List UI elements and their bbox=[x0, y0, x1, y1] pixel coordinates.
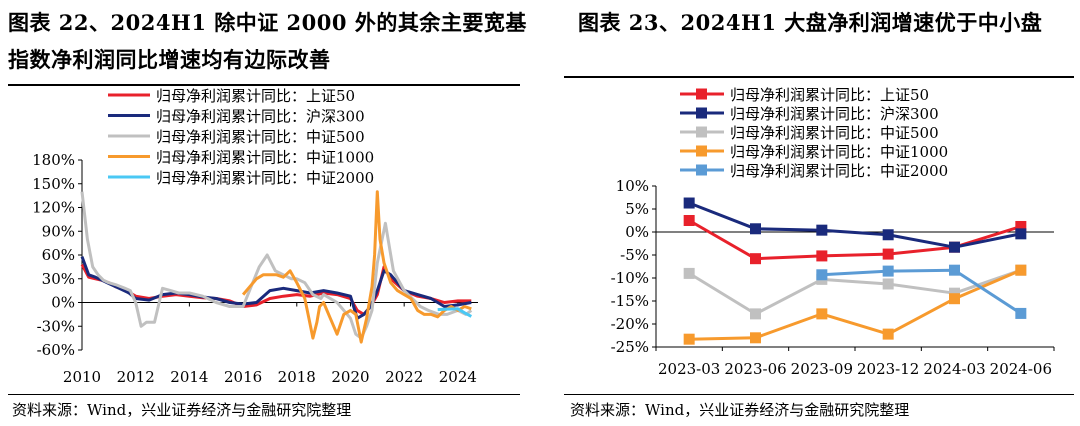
series-line-1 bbox=[80, 256, 472, 320]
source-rule bbox=[8, 394, 520, 395]
y-tick-label: 0% bbox=[625, 223, 649, 241]
x-tick-label: 2024 bbox=[439, 368, 477, 386]
series-line-4 bbox=[821, 268, 1022, 315]
source-rule bbox=[564, 394, 1074, 395]
x-tick-label: 2023-12 bbox=[857, 360, 919, 378]
x-tick-label: 2023-06 bbox=[724, 360, 786, 378]
data-point-marker bbox=[949, 293, 960, 305]
legend-marker bbox=[696, 126, 707, 138]
legend-label: 归母净利润累计同比：中证500 bbox=[156, 128, 365, 146]
data-point-marker bbox=[816, 269, 828, 281]
series-line-2 bbox=[80, 191, 473, 340]
data-point-marker bbox=[683, 267, 695, 279]
title-rule bbox=[564, 76, 1074, 78]
title-rule bbox=[8, 84, 520, 86]
data-point-marker bbox=[882, 265, 894, 277]
series-line-2 bbox=[688, 268, 1022, 316]
data-point-marker bbox=[750, 308, 761, 320]
data-point-marker bbox=[949, 241, 960, 253]
figure-title: 图表 23、2024H1 大盘净利润增速优于中小盘 bbox=[578, 10, 1043, 35]
x-tick-label: 2012 bbox=[117, 368, 155, 386]
x-tick-label: 2010 bbox=[63, 368, 101, 386]
series-line-1 bbox=[688, 201, 1022, 249]
y-tick-label: 150% bbox=[32, 175, 75, 193]
y-tick-label: -20% bbox=[611, 315, 649, 333]
data-point-marker bbox=[949, 264, 960, 276]
series-line-4 bbox=[437, 307, 473, 318]
y-tick-label: 120% bbox=[32, 199, 75, 217]
legend-label: 归母净利润累计同比：上证50 bbox=[730, 86, 929, 104]
data-point-marker bbox=[683, 197, 695, 209]
series-line-3 bbox=[689, 268, 1022, 341]
x-tick-label: 2020 bbox=[331, 368, 369, 386]
data-point-marker bbox=[683, 215, 695, 226]
source-note: 资料来源：Wind，兴业证券经济与金融研究院整理 bbox=[570, 401, 910, 419]
legend-label: 归母净利润累计同比：中证500 bbox=[730, 124, 939, 142]
y-tick-label: -10% bbox=[611, 269, 649, 287]
y-tick-label: -60% bbox=[37, 341, 75, 359]
legend-marker bbox=[696, 88, 707, 100]
data-point-marker bbox=[882, 278, 894, 290]
y-tick-label: -5% bbox=[620, 246, 649, 264]
y-tick-label: 0% bbox=[51, 294, 75, 312]
x-tick-label: 2023-09 bbox=[791, 360, 853, 378]
data-point-marker bbox=[816, 308, 828, 320]
y-tick-label: -15% bbox=[611, 292, 649, 310]
x-tick-label: 2024-06 bbox=[990, 360, 1052, 378]
data-point-marker bbox=[816, 250, 828, 262]
x-tick-label: 2014 bbox=[170, 368, 208, 386]
legend-marker bbox=[696, 107, 707, 119]
data-point-marker bbox=[882, 248, 894, 260]
y-tick-label: -30% bbox=[37, 317, 75, 335]
y-tick-label: 60% bbox=[42, 246, 75, 264]
legend-label: 归母净利润累计同比：中证1000 bbox=[156, 149, 374, 167]
series-line-0 bbox=[688, 219, 1022, 261]
y-tick-label: 90% bbox=[42, 222, 75, 240]
data-point-marker bbox=[750, 223, 761, 235]
y-tick-label: 30% bbox=[42, 270, 75, 288]
legend-label: 归母净利润累计同比：沪深300 bbox=[730, 105, 939, 123]
legend-marker bbox=[696, 164, 707, 176]
figure-title: 图表 22、2024H1 除中证 2000 外的其余主要宽基指数净利润同比增速均… bbox=[8, 10, 527, 72]
chart-panel-right: 图表 23、2024H1 大盘净利润增速优于中小盘 10% 5% 0% -5% -10%… bbox=[556, 0, 1080, 426]
data-point-marker bbox=[882, 229, 894, 241]
legend-label: 归母净利润累计同比：中证2000 bbox=[730, 162, 948, 180]
data-point-marker bbox=[1015, 307, 1027, 319]
line-chart-left: 180% 150% 120% 90% 60% 30% 0% -30% -60% 2010 2012 2… bbox=[32, 87, 478, 386]
source-note: 资料来源：Wind，兴业证券经济与金融研究院整理 bbox=[12, 401, 352, 419]
legend-label: 归母净利润累计同比：中证2000 bbox=[156, 169, 374, 187]
legend-label: 归母净利润累计同比：沪深300 bbox=[156, 108, 365, 126]
x-tick-label: 2016 bbox=[224, 368, 262, 386]
data-point-marker bbox=[683, 333, 695, 345]
y-tick-label: 180% bbox=[32, 151, 75, 169]
data-point-marker bbox=[1015, 264, 1027, 276]
line-chart-right: 10% 5% 0% -5% -10% -15% -20% -25% 2023-03 2023-06… bbox=[611, 86, 1055, 378]
x-tick-label: 2023-03 bbox=[658, 360, 720, 378]
data-point-marker bbox=[949, 287, 960, 299]
data-point-marker bbox=[1015, 228, 1027, 240]
legend-label: 归母净利润累计同比：中证1000 bbox=[730, 143, 948, 161]
data-point-marker bbox=[882, 328, 894, 340]
legend-label: 归母净利润累计同比：上证50 bbox=[156, 87, 355, 105]
y-tick-label: 5% bbox=[625, 200, 649, 218]
x-tick-label: 2022 bbox=[385, 368, 423, 386]
data-point-marker bbox=[816, 224, 828, 236]
x-tick-label: 2018 bbox=[278, 368, 316, 386]
y-tick-label: -25% bbox=[611, 338, 649, 356]
data-point-marker bbox=[750, 332, 761, 344]
x-tick-label: 2024-03 bbox=[923, 360, 985, 378]
data-point-marker bbox=[1015, 220, 1027, 232]
legend-marker bbox=[696, 145, 707, 157]
series-line-3 bbox=[241, 190, 472, 344]
chart-panel-left: 图表 22、2024H1 除中证 2000 外的其余主要宽基指数净利润同比增速均… bbox=[0, 0, 530, 426]
data-point-marker bbox=[750, 253, 761, 265]
y-tick-label: 10% bbox=[616, 177, 649, 195]
